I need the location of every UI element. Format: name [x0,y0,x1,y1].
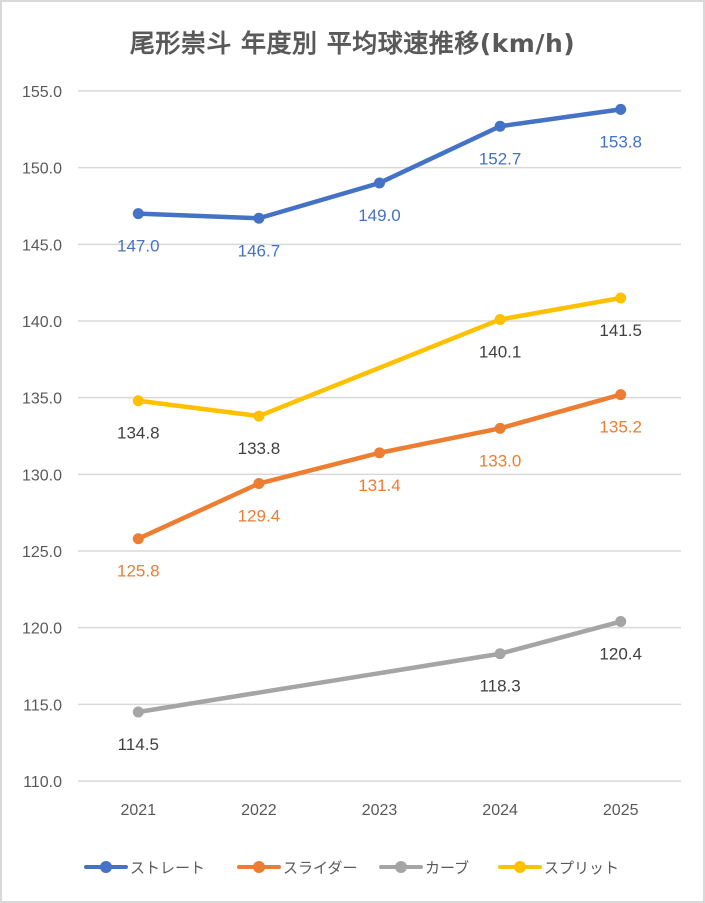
data-point[interactable] [374,177,385,189]
legend-label: ストレート [130,858,206,877]
data-label: 114.5 [118,735,159,754]
y-tick-label: 155.0 [22,84,62,101]
data-label: 125.8 [117,562,160,581]
data-label: 153.8 [599,132,642,151]
x-tick-label: 2022 [241,802,277,819]
x-tick-label: 2024 [482,802,518,819]
data-point[interactable] [253,410,265,422]
data-point[interactable] [494,120,506,132]
series-2 [132,616,627,718]
data-point[interactable] [132,533,144,545]
data-label: 147.0 [117,237,160,256]
data-point[interactable] [132,208,144,220]
data-label: 135.2 [599,418,642,437]
legend: ストレート スライダー カーブ スプリット [0,854,705,880]
legend-swatch-icon [498,854,542,880]
legend-marker-icon [100,861,112,873]
series-line [136,107,623,221]
series-line [136,619,623,715]
legend-item-curve[interactable]: カーブ [379,854,469,880]
series-3 [132,292,627,422]
x-axis-ticks: 2021 2022 2023 2024 2025 [121,802,639,819]
data-point[interactable] [615,103,627,115]
legend-item-split[interactable]: スプリット [498,854,619,880]
x-tick-label: 2023 [362,802,398,819]
data-label: 134.8 [117,424,160,443]
data-point[interactable] [615,616,627,628]
legend-label: カーブ [425,858,470,877]
gridlines [78,90,681,782]
y-tick-label: 130.0 [22,467,62,484]
y-tick-label: 145.0 [22,237,62,254]
series-lines [132,103,627,718]
legend-label: スプリット [544,858,620,877]
legend-marker-icon [253,861,265,873]
data-label: 131.4 [358,476,401,495]
data-label: 152.7 [479,149,522,168]
data-label: 140.1 [479,342,522,361]
data-point[interactable] [132,706,144,718]
legend-swatch-icon [379,854,423,880]
legend-item-straight[interactable]: ストレート [84,854,205,880]
y-tick-label: 140.0 [22,314,62,331]
legend-label: スライダー [283,858,358,877]
data-label: 141.5 [599,321,642,340]
data-point[interactable] [494,313,506,325]
series-line [136,295,623,419]
legend-marker-icon [395,861,407,873]
data-label: 133.8 [238,439,281,458]
data-label: 149.0 [358,206,401,225]
data-label: 146.7 [238,241,281,260]
data-label: 118.3 [479,677,520,696]
data-label: 129.4 [238,507,281,526]
series-0 [132,103,627,224]
data-point[interactable] [132,395,144,407]
data-point[interactable] [494,422,506,434]
data-labels: 147.0 146.7 149.0 152.7 153.8 125.8 129.4 131.4… [117,132,642,754]
data-point[interactable] [494,648,506,660]
legend-item-slider[interactable]: スライダー [237,854,357,880]
y-tick-label: 135.0 [22,391,62,408]
y-tick-label: 120.0 [22,621,62,638]
x-tick-label: 2025 [603,802,639,819]
y-tick-label: 125.0 [22,544,62,561]
legend-swatch-icon [84,854,128,880]
data-label: 133.0 [479,451,522,470]
series-1 [132,389,627,545]
legend-swatch-icon [237,854,281,880]
y-axis-ticks: 110.0 115.0 120.0 125.0 130.0 135.0 140.0 145.0… [22,84,62,791]
y-tick-label: 150.0 [22,161,62,178]
data-point[interactable] [253,212,265,224]
chart-title: 尾形崇斗 年度別 平均球速推移(km/h) [129,29,576,58]
data-point[interactable] [253,478,265,490]
series-line [136,392,623,541]
data-point[interactable] [615,389,627,401]
data-point[interactable] [374,447,385,459]
data-label: 120.4 [599,645,642,664]
y-tick-label: 110.0 [23,774,62,791]
y-tick-label: 115.0 [23,697,62,714]
x-tick-label: 2021 [121,802,157,819]
legend-marker-icon [514,861,526,873]
data-point[interactable] [615,292,627,304]
